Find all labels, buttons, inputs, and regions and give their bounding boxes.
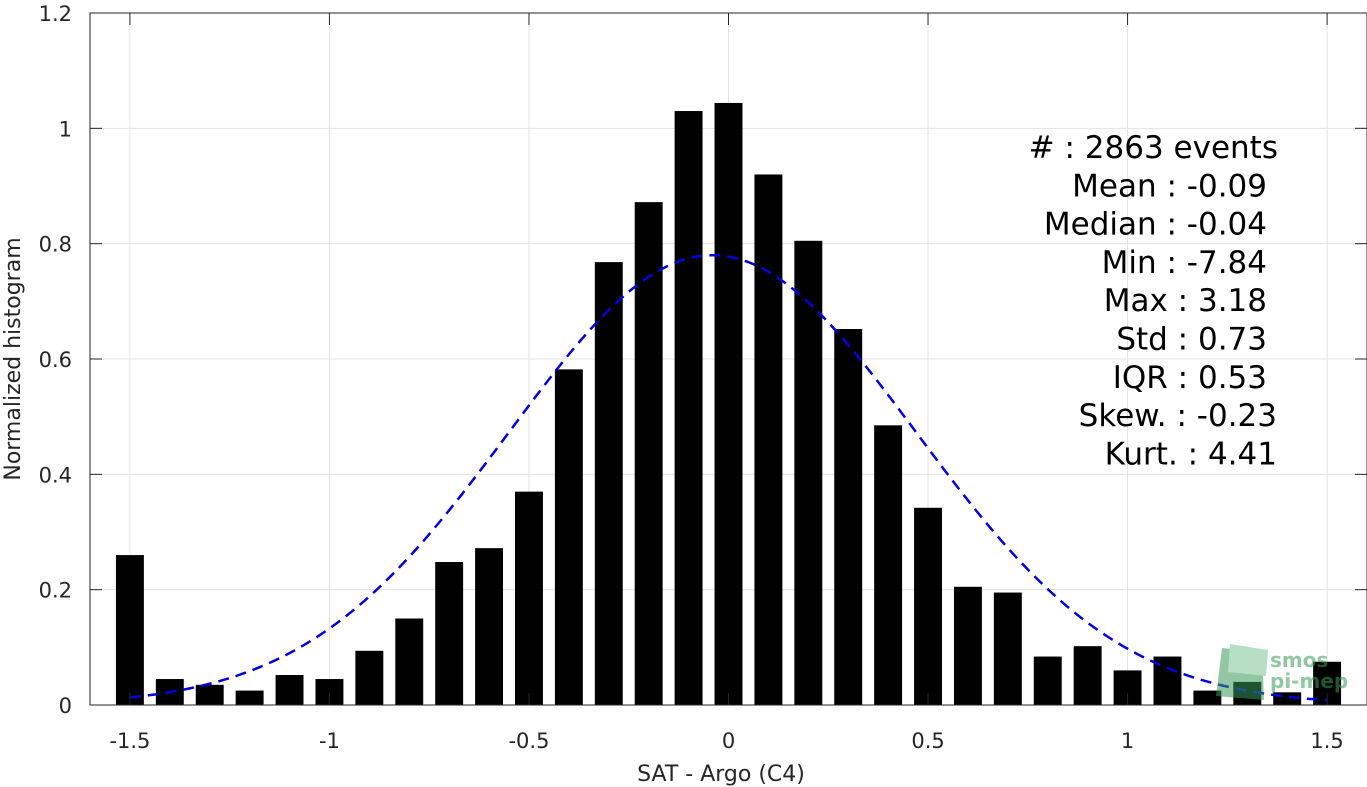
stat-line: Median : -0.04 [1044, 207, 1267, 243]
y-tick-label: 0.2 [39, 579, 72, 603]
histogram-bar [275, 675, 304, 705]
normal-fit-curve [129, 253, 1328, 702]
logo-text-line2: pi-mep [1270, 669, 1348, 693]
histogram-bar [953, 586, 982, 705]
histogram-bar [993, 592, 1022, 705]
stat-line: IQR : 0.53 [1113, 360, 1267, 396]
histogram-bar [834, 329, 863, 705]
y-tick-label: 0.4 [39, 463, 72, 487]
logo-mark-fold-icon [1228, 644, 1268, 676]
histogram-bar [395, 618, 424, 705]
histogram-bar [674, 111, 703, 706]
stat-line: Std : 0.73 [1116, 322, 1267, 358]
histogram-bar [515, 491, 543, 705]
y-tick-labels: 0 0.2 0.4 0.6 0.8 1 1.2 [39, 2, 72, 718]
histogram-bar [914, 507, 942, 705]
histogram-bar [874, 425, 903, 705]
stat-line: Kurt. : 4.41 [1105, 436, 1277, 472]
histogram-bar [714, 102, 743, 705]
histogram-bar [195, 684, 224, 705]
x-tick-label: 1 [1121, 729, 1134, 753]
x-tick-label: -1 [319, 729, 340, 753]
smos-pi-mep-logo: smos pi-mep [1216, 644, 1348, 700]
histogram-bar [594, 262, 623, 705]
histogram-bar [754, 174, 783, 705]
histogram-bars [115, 102, 1342, 706]
stat-line: Max : 3.18 [1104, 283, 1267, 319]
stat-line: Skew. : -0.23 [1079, 398, 1277, 434]
x-tick-label: 1.5 [1310, 729, 1343, 753]
histogram-bar [475, 548, 504, 705]
histogram-bar [355, 650, 384, 705]
axis-ticks [90, 12, 1367, 706]
y-tick-label: 0 [59, 694, 72, 718]
logo-text-line1: smos [1270, 648, 1328, 672]
y-axis-label: Normalized histogram [1, 237, 26, 480]
histogram-bar [634, 202, 663, 705]
x-tick-labels: -1.5 -1 -0.5 0 0.5 1 1.5 [109, 729, 1343, 753]
y-tick-label: 0.8 [39, 233, 72, 257]
x-axis-label: SAT - Argo (C4) [637, 762, 805, 787]
stat-line: Min : -7.84 [1102, 245, 1267, 281]
y-tick-label: 1 [59, 117, 72, 141]
histogram-bar [435, 561, 464, 705]
x-tick-label: 0.5 [911, 729, 944, 753]
histogram-bar [115, 555, 144, 705]
x-tick-label: 0 [722, 729, 735, 753]
x-tick-label: -1.5 [109, 729, 150, 753]
histogram-bar [1073, 646, 1102, 705]
y-tick-label: 0.6 [39, 348, 72, 372]
histogram-bar [235, 690, 264, 705]
histogram-bar [554, 369, 583, 705]
y-tick-label: 1.2 [39, 2, 72, 26]
stat-line: # : 2863 events [1029, 130, 1278, 166]
histogram-bar [794, 240, 823, 706]
stat-line: Mean : -0.09 [1072, 168, 1267, 204]
histogram-bar [1193, 690, 1222, 705]
histogram-bar [1033, 656, 1062, 705]
x-tick-label: -0.5 [508, 729, 549, 753]
